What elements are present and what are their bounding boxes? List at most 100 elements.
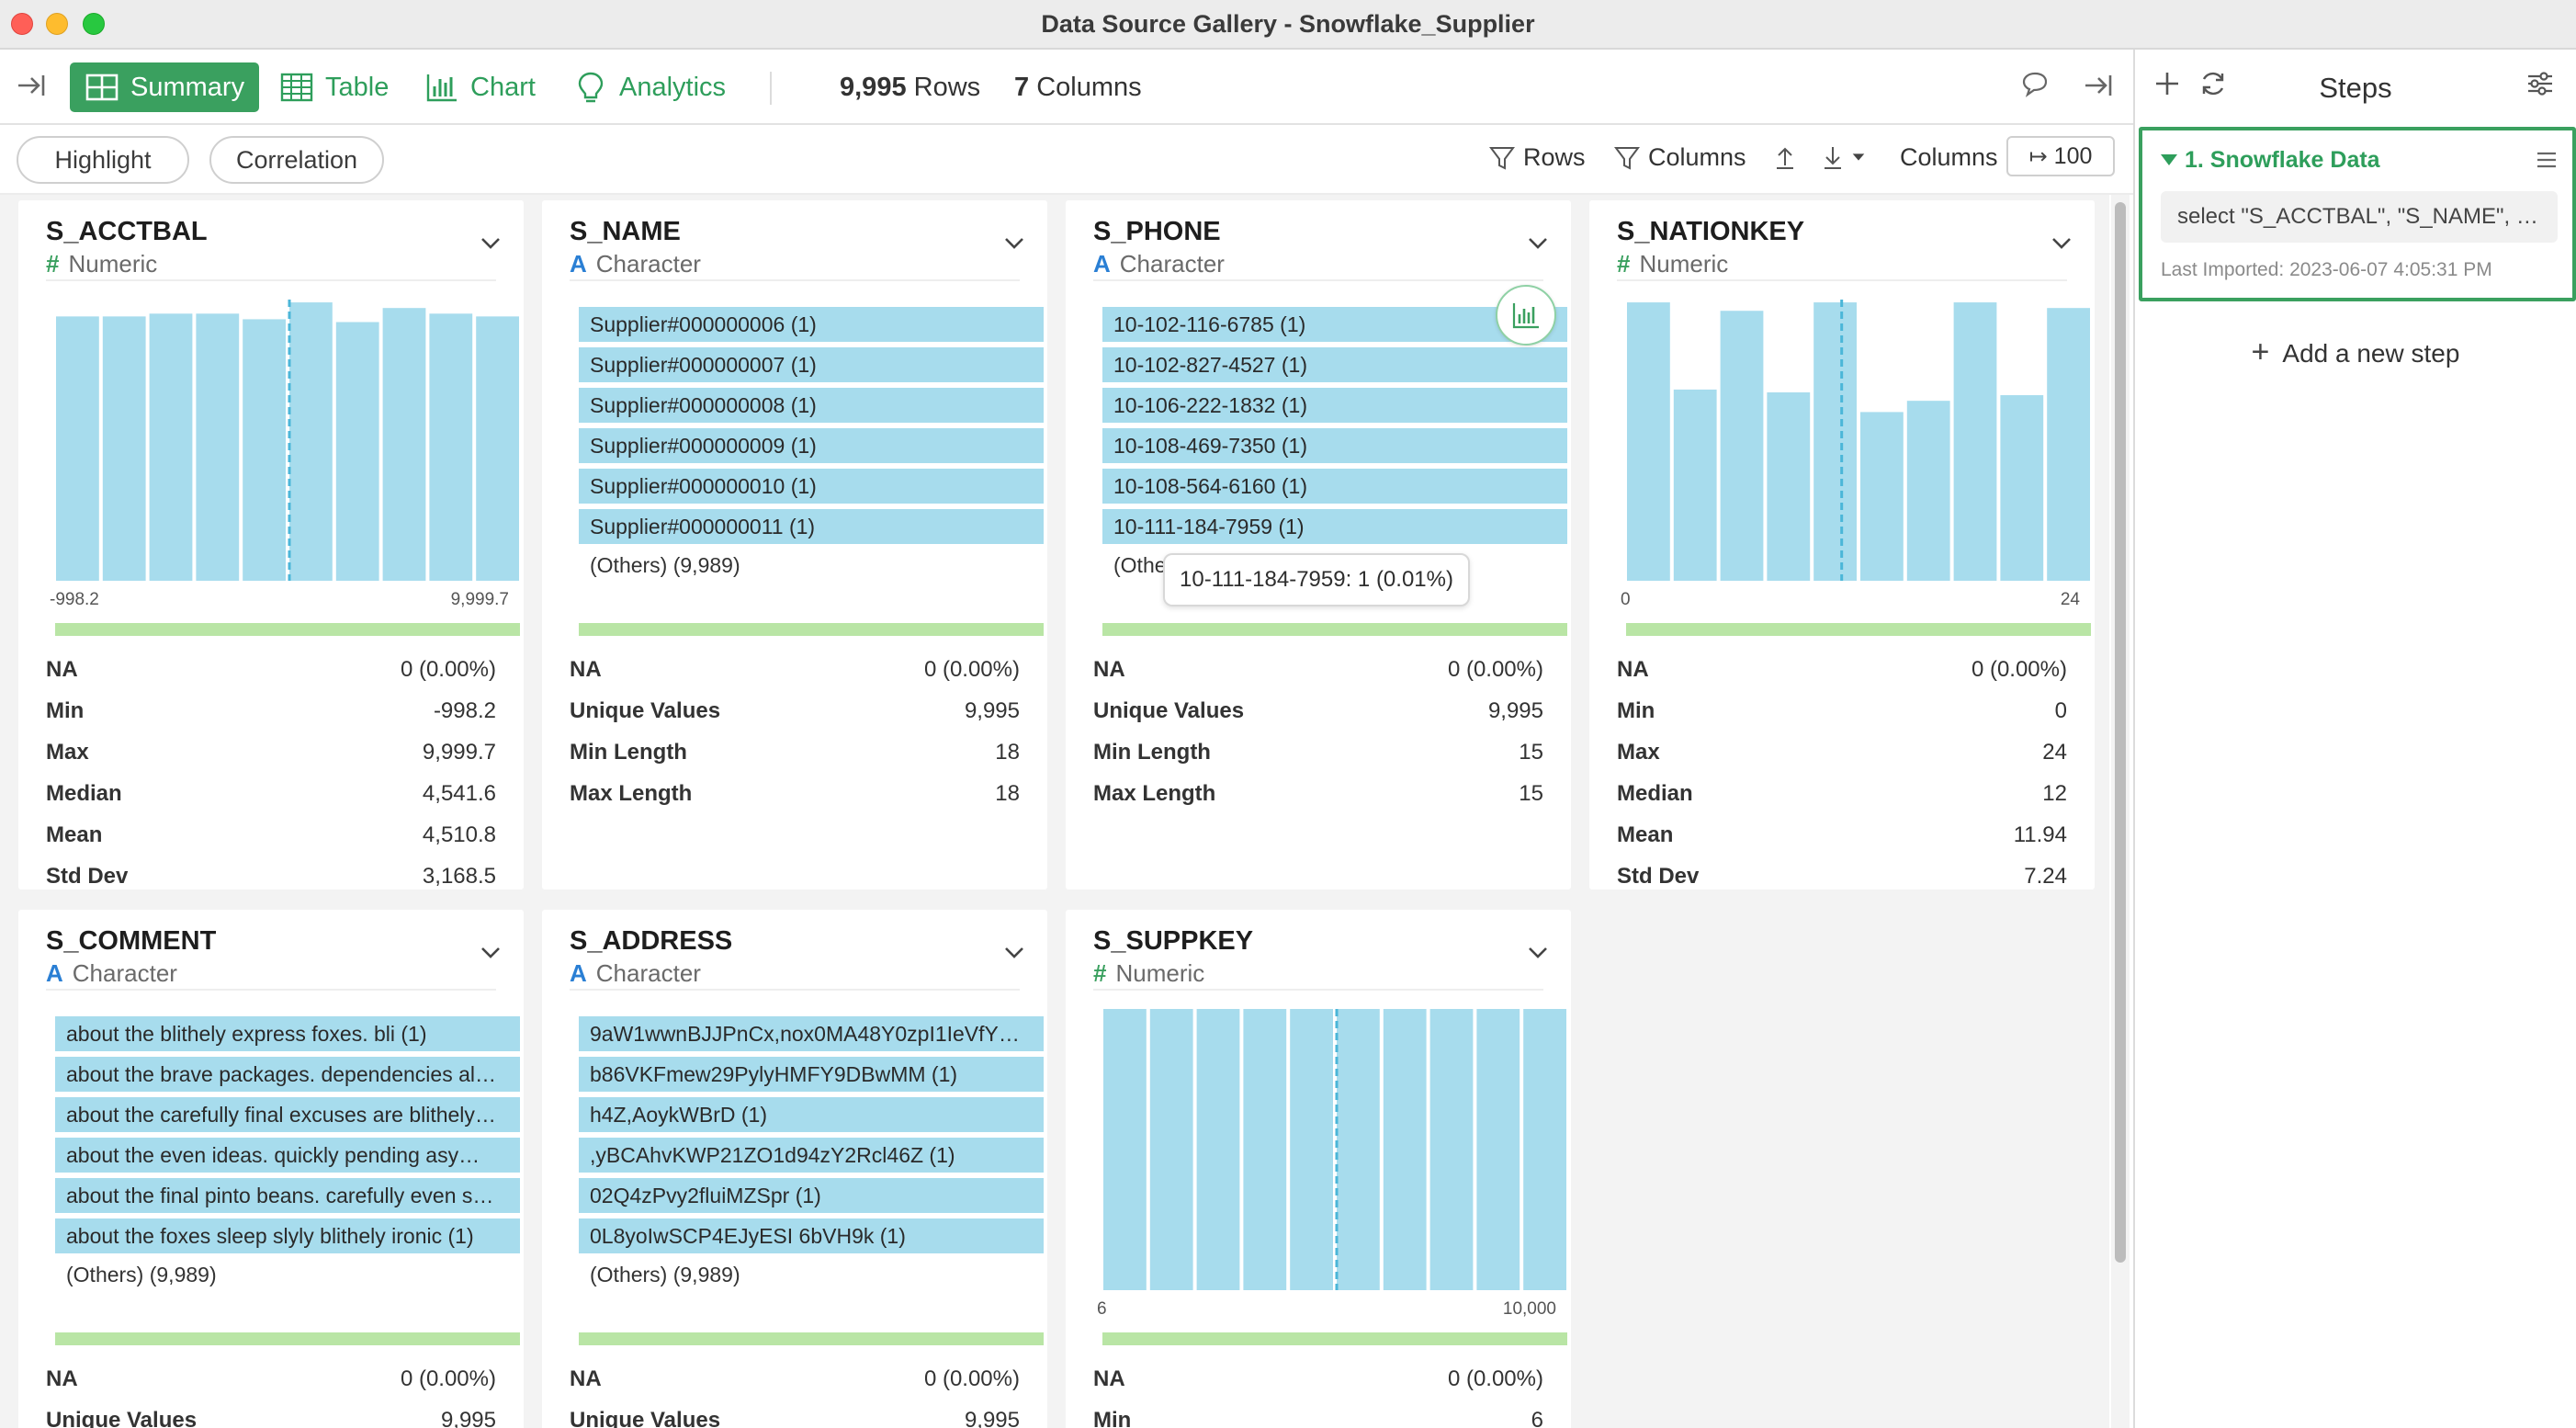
- stat-value: 9,995: [1487, 697, 1543, 723]
- histogram-bar[interactable]: [1953, 302, 1997, 581]
- content-scrollbar[interactable]: [2111, 195, 2130, 1428]
- histogram-chart[interactable]: [55, 300, 522, 581]
- top-value-bar[interactable]: 10-108-469-7350 (1): [1102, 428, 1567, 463]
- histogram-chart[interactable]: [1102, 1009, 1569, 1290]
- correlation-button[interactable]: Correlation: [209, 136, 384, 184]
- sort-ascending-button[interactable]: [1771, 143, 1799, 171]
- top-value-bar[interactable]: about the blithely express foxes. bli (1…: [55, 1016, 520, 1051]
- chart-toggle-button[interactable]: [1496, 285, 1556, 346]
- chevron-down-icon[interactable]: [1000, 228, 1029, 257]
- sort-descending-button[interactable]: [1821, 143, 1867, 171]
- top-value-bar[interactable]: 9aW1wwnBJJPnCx,nox0MA48Y0zpI1IeVfY…: [579, 1016, 1044, 1051]
- histogram-bar[interactable]: [149, 313, 193, 581]
- column-card-s-phone: S_PHONE A Character 10-102-116-6785 (1) 1…: [1066, 200, 1571, 890]
- histogram-bar[interactable]: [1906, 401, 1950, 581]
- disclosure-triangle-icon[interactable]: [2161, 154, 2177, 165]
- columns-limit-input[interactable]: ↦ 100: [2006, 136, 2115, 176]
- histogram-bar[interactable]: [1149, 1009, 1193, 1290]
- highlight-button[interactable]: Highlight: [17, 136, 189, 184]
- columns-filter-button[interactable]: Columns: [1613, 143, 1746, 172]
- top-value-bar[interactable]: about the brave packages. dependencies a…: [55, 1057, 520, 1092]
- refresh-icon[interactable]: [2194, 68, 2232, 107]
- settings-sliders-icon[interactable]: [2521, 68, 2559, 107]
- histogram-bar[interactable]: [1767, 391, 1811, 581]
- top-value-bar[interactable]: Supplier#000000008 (1): [579, 388, 1044, 423]
- histogram-bar[interactable]: [243, 319, 286, 581]
- step-query[interactable]: select "S_ACCTBAL", "S_NAME", "…: [2161, 191, 2558, 243]
- top-value-bar[interactable]: about the carefully final excuses are bl…: [55, 1097, 520, 1132]
- histogram-bar[interactable]: [196, 313, 240, 581]
- tab-chart[interactable]: Chart: [410, 62, 550, 112]
- histogram-bar[interactable]: [1290, 1009, 1333, 1290]
- top-value-bar[interactable]: 10-102-827-4527 (1): [1102, 347, 1567, 382]
- histogram-bar[interactable]: [2000, 395, 2044, 581]
- column-type-label: Character: [595, 959, 701, 987]
- tab-summary[interactable]: Summary: [70, 62, 260, 112]
- chevron-down-icon[interactable]: [1523, 228, 1553, 257]
- histogram-bar[interactable]: [289, 302, 333, 581]
- histogram-bar[interactable]: [1523, 1009, 1566, 1290]
- histogram-bar[interactable]: [1476, 1009, 1520, 1290]
- chevron-down-icon[interactable]: [1523, 937, 1553, 967]
- top-value-bar[interactable]: Supplier#000000007 (1): [579, 347, 1044, 382]
- top-value-bar[interactable]: about the even ideas. quickly pending as…: [55, 1138, 520, 1173]
- stat-value: 0 (0.00%): [400, 1366, 496, 1391]
- tab-analytics[interactable]: Analytics: [559, 62, 740, 112]
- top-value-bar[interactable]: Supplier#000000009 (1): [579, 428, 1044, 463]
- top-value-bar[interactable]: Supplier#000000010 (1): [579, 469, 1044, 504]
- hamburger-menu-icon[interactable]: [2534, 147, 2559, 173]
- histogram-bar[interactable]: [1673, 389, 1717, 581]
- step-card[interactable]: 1. Snowflake Data select "S_ACCTBAL", "S…: [2139, 127, 2576, 301]
- add-new-step-button[interactable]: + Add a new step: [2135, 334, 2576, 370]
- top-value-bar[interactable]: about the final pinto beans. carefully e…: [55, 1178, 520, 1213]
- histogram-bar[interactable]: [429, 313, 473, 581]
- tab-table[interactable]: Table: [265, 62, 403, 112]
- histogram-bar[interactable]: [476, 316, 519, 581]
- top-value-bar[interactable]: 0L8yoIwSCP4EJyESI 6bVH9k (1): [579, 1218, 1044, 1253]
- scrollbar-thumb[interactable]: [2115, 202, 2126, 1263]
- rows-filter-button[interactable]: Rows: [1488, 143, 1586, 172]
- chevron-down-icon[interactable]: [476, 937, 505, 967]
- collapse-right-panel-icon[interactable]: [2080, 68, 2118, 107]
- histogram-bar[interactable]: [1429, 1009, 1474, 1290]
- histogram-bar[interactable]: [1103, 1009, 1147, 1290]
- add-step-icon[interactable]: [2148, 68, 2186, 107]
- histogram-bar[interactable]: [56, 316, 99, 581]
- histogram-bar[interactable]: [2047, 308, 2090, 581]
- top-value-bar[interactable]: h4Z,AoykWBrD (1): [579, 1097, 1044, 1132]
- top-value-bar[interactable]: Supplier#000000011 (1): [579, 509, 1044, 544]
- stat-row: Max 9,999.7: [46, 731, 496, 773]
- top-value-bar[interactable]: 10-102-116-6785 (1): [1102, 307, 1567, 342]
- chevron-down-icon[interactable]: [476, 228, 505, 257]
- histogram-bar[interactable]: [1383, 1009, 1427, 1290]
- histogram-bar[interactable]: [102, 316, 146, 581]
- histogram-bar[interactable]: [1243, 1009, 1287, 1290]
- stat-label: NA: [1093, 1366, 1125, 1391]
- histogram-bar[interactable]: [1196, 1009, 1240, 1290]
- zoom-window-button[interactable]: [83, 13, 105, 35]
- top-value-bar[interactable]: 02Q4zPvy2fluiMZSpr (1): [579, 1178, 1044, 1213]
- top-value-bar[interactable]: b86VKFmew29PylyHMFY9DBwMM (1): [579, 1057, 1044, 1092]
- chevron-down-icon[interactable]: [1000, 937, 1029, 967]
- histogram-bar[interactable]: [1813, 302, 1857, 581]
- bar-chart-icon: [1512, 303, 1539, 329]
- histogram-bar[interactable]: [382, 308, 426, 581]
- histogram-bar[interactable]: [1337, 1009, 1380, 1290]
- top-value-bar[interactable]: 10-108-564-6160 (1): [1102, 469, 1567, 504]
- histogram-bar[interactable]: [335, 322, 379, 581]
- histogram-bar[interactable]: [1720, 311, 1764, 581]
- collapse-left-panel-icon[interactable]: [13, 68, 51, 107]
- top-value-bar[interactable]: 10-106-222-1832 (1): [1102, 388, 1567, 423]
- top-value-bar[interactable]: Supplier#000000006 (1): [579, 307, 1044, 342]
- top-value-bar[interactable]: ,yBCAhvKWP21ZO1d94zY2Rcl46Z (1): [579, 1138, 1044, 1173]
- close-window-button[interactable]: [11, 13, 33, 35]
- histogram-bar[interactable]: [1860, 412, 1904, 581]
- histogram-bar[interactable]: [1627, 302, 1670, 581]
- histogram-chart[interactable]: [1626, 300, 2093, 581]
- top-value-bar[interactable]: 10-111-184-7959 (1): [1102, 509, 1567, 544]
- top-value-bar[interactable]: about the foxes sleep slyly blithely iro…: [55, 1218, 520, 1253]
- comment-icon[interactable]: [2016, 68, 2054, 107]
- chevron-down-icon[interactable]: [2047, 228, 2076, 257]
- minimize-window-button[interactable]: [46, 13, 68, 35]
